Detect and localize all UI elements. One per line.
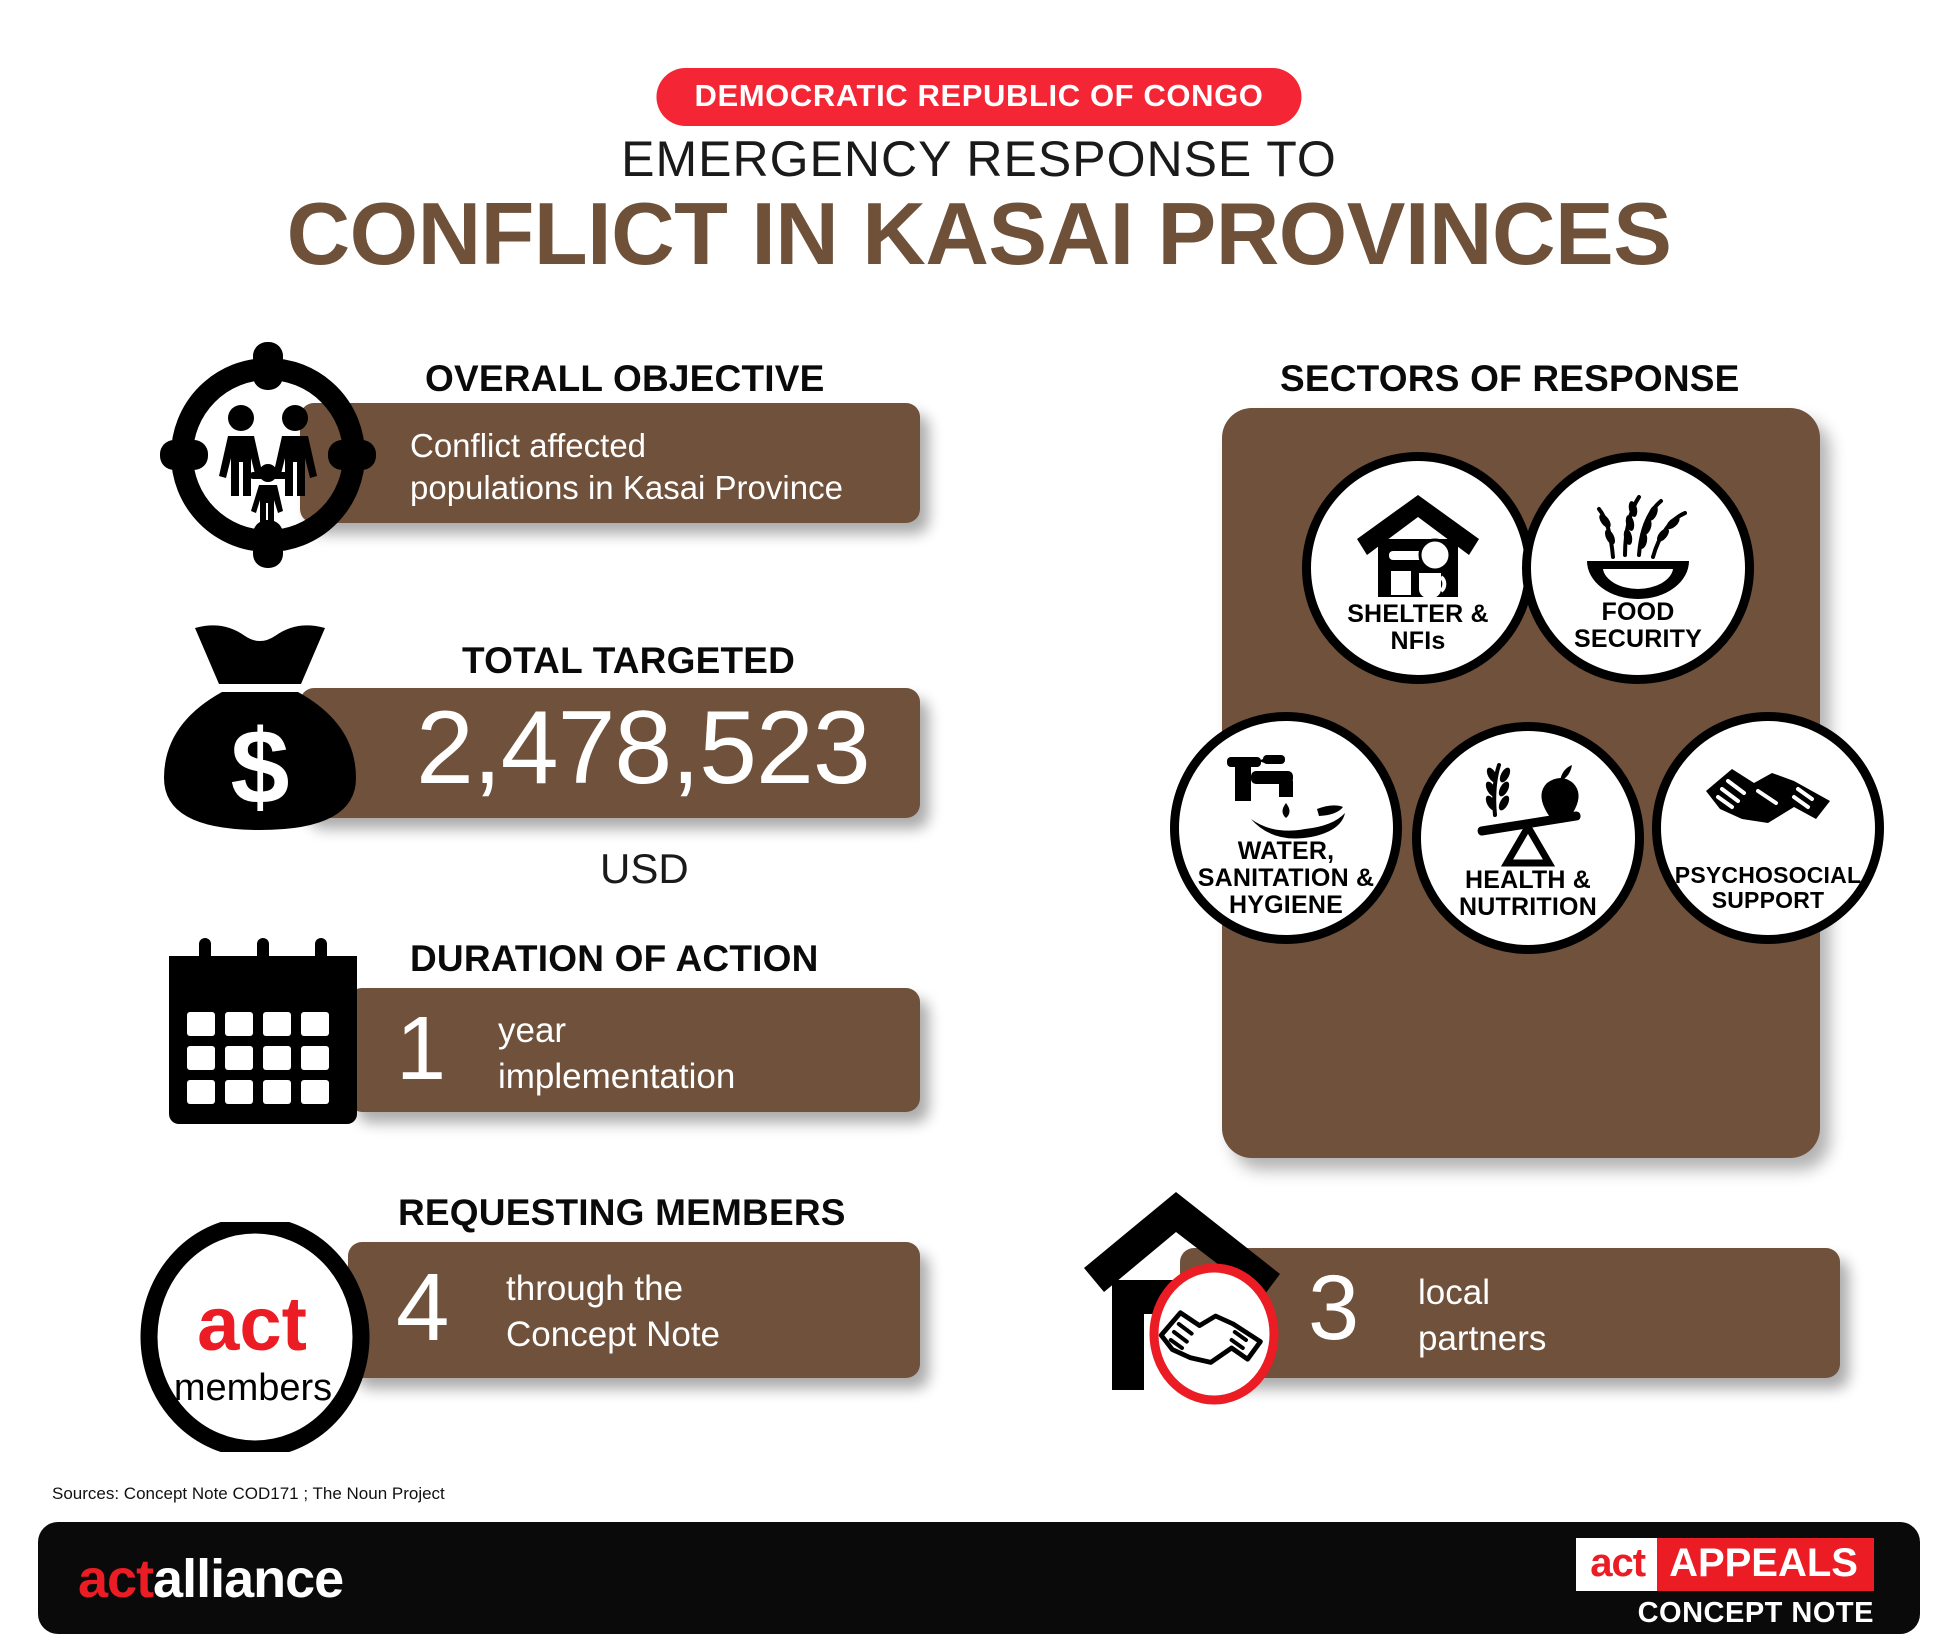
targeted-bar: 2,478,523 <box>300 688 920 818</box>
logo-act-text: act <box>78 1549 154 1609</box>
house-handshake-icon <box>1066 1188 1346 1408</box>
sector-food-security[interactable]: FOOD SECURITY <box>1522 452 1754 684</box>
partners-bar: 3 local partners <box>1180 1248 1840 1378</box>
sector-health-nutrition[interactable]: HEALTH & NUTRITION <box>1412 722 1644 954</box>
sources-note: Sources: Concept Note COD171 ; The Noun … <box>52 1484 445 1503</box>
objective-line-2: populations in Kasai Province <box>410 469 843 507</box>
duration-line-2: implementation <box>498 1056 736 1096</box>
act-members-badge-icon: act members <box>140 1222 370 1452</box>
sector-water-sanitation-hygiene[interactable]: WATER, SANITATION & HYGIENE <box>1170 712 1402 944</box>
food-bowl-wheat-icon <box>1573 495 1703 601</box>
svg-text:members: members <box>174 1367 332 1409</box>
country-badge: DEMOCRATIC REPUBLIC OF CONGO <box>656 68 1302 126</box>
objective-line-1: Conflict affected <box>410 427 647 464</box>
handshake-icon <box>1698 761 1838 841</box>
logo-alliance-text: alliance <box>153 1549 344 1609</box>
sector-label: HEALTH & NUTRITION <box>1459 866 1597 921</box>
page-title: CONFLICT IN KASAI PROVINCES <box>286 184 1672 283</box>
members-value: 4 <box>396 1254 450 1361</box>
targeted-unit: USD <box>600 845 689 892</box>
act-appeals-logo: act APPEALS CONCEPT NOTE <box>1576 1538 1874 1630</box>
sector-label: FOOD SECURITY <box>1573 598 1702 653</box>
objective-bar: Conflict affected populations in Kasai P… <box>300 403 920 523</box>
partners-line-1: local <box>1418 1273 1490 1312</box>
partners-value: 3 <box>1308 1257 1360 1359</box>
shelter-nfi-icon <box>1353 491 1483 601</box>
family-target-icon <box>158 340 378 570</box>
money-bag-icon: $ <box>160 618 360 838</box>
svg-text:$: $ <box>231 708 290 826</box>
concept-note-label: CONCEPT NOTE <box>1637 1597 1874 1629</box>
targeted-value: 2,478,523 <box>416 690 871 806</box>
members-line-1: through the <box>506 1269 684 1308</box>
sector-label: SHELTER & NFIs <box>1347 600 1489 655</box>
sector-label: PSYCHOSOCIAL SUPPORT <box>1674 862 1862 914</box>
members-line-2: Concept Note <box>506 1315 721 1355</box>
subtitle: EMERGENCY RESPONSE TO <box>621 131 1337 187</box>
members-heading: REQUESTING MEMBERS <box>398 1192 846 1233</box>
targeted-heading: TOTAL TARGETED <box>462 640 796 681</box>
partners-line-2: partners <box>1418 1319 1547 1359</box>
tap-water-hand-icon <box>1221 755 1351 847</box>
sector-psychosocial-support[interactable]: PSYCHOSOCIAL SUPPORT <box>1652 712 1884 944</box>
sector-label: WATER, SANITATION & HYGIENE <box>1197 837 1375 919</box>
appeals-word-text: APPEALS <box>1657 1538 1874 1591</box>
nutrition-balance-icon <box>1463 759 1593 867</box>
duration-heading: DURATION OF ACTION <box>410 938 819 979</box>
members-bar: 4 through the Concept Note <box>348 1242 920 1378</box>
act-alliance-logo: actalliance <box>78 1548 344 1610</box>
duration-line-1: year <box>498 1011 567 1050</box>
objective-heading: OVERALL OBJECTIVE <box>425 358 825 399</box>
calendar-icon <box>163 930 363 1130</box>
sectors-heading: SECTORS OF RESPONSE <box>1280 358 1740 399</box>
sector-shelter-nfis[interactable]: SHELTER & NFIs <box>1302 452 1534 684</box>
appeals-act-text: act <box>1576 1538 1658 1591</box>
duration-bar: 1 year implementation <box>348 988 920 1112</box>
duration-value: 1 <box>396 999 447 1099</box>
svg-text:act: act <box>197 1282 307 1367</box>
